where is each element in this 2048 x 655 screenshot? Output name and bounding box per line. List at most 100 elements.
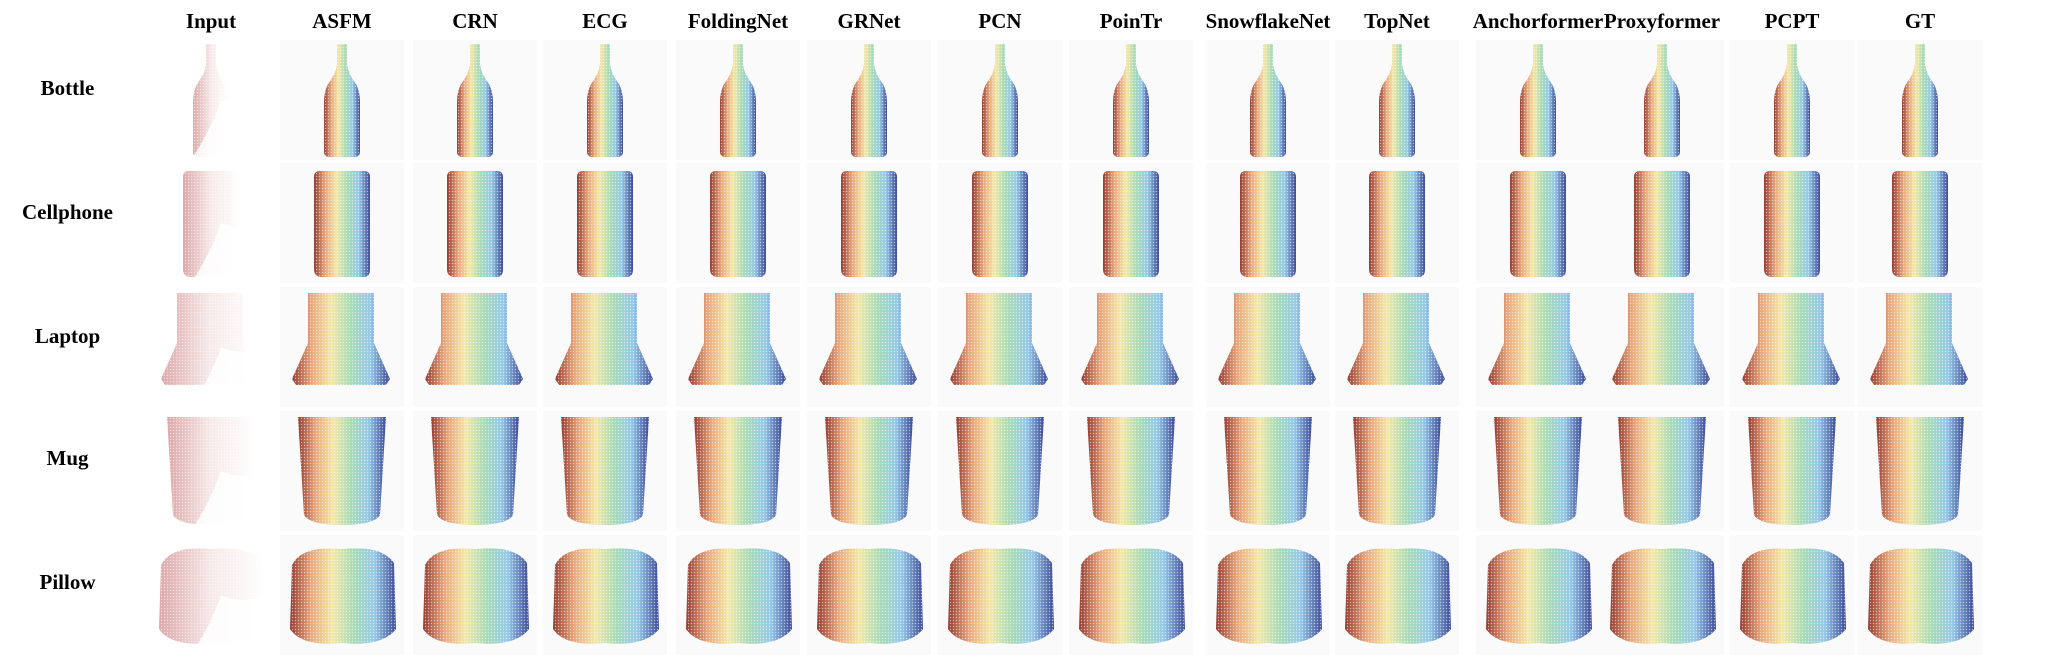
cellphone-shape: [1103, 171, 1159, 277]
result-cell: [676, 40, 800, 160]
result-cell: [1600, 40, 1724, 160]
mug-shape: [1353, 417, 1441, 525]
column-header: SnowflakeNet: [1205, 9, 1331, 33]
pillow-shape: [290, 548, 396, 644]
mug-shape: [1876, 417, 1964, 525]
cellphone-shape: [183, 171, 271, 283]
result-cell: [1476, 40, 1600, 160]
bottle-shape: [1520, 44, 1556, 157]
result-cell: [149, 411, 273, 531]
result-cell: [280, 287, 404, 407]
laptop-shape: [1742, 293, 1840, 385]
mug-shape: [561, 417, 649, 525]
laptop-shape: [1347, 293, 1445, 385]
pillow-shape: [1740, 548, 1846, 644]
result-cell: [1858, 287, 1982, 407]
result-cell: [1335, 411, 1459, 531]
result-cell: [1730, 40, 1854, 160]
result-cell: [413, 287, 537, 407]
result-cell: [807, 40, 931, 160]
cellphone-shape: [1369, 171, 1425, 277]
result-cell: [1730, 163, 1854, 283]
result-cell: [413, 163, 537, 283]
laptop-shape: [950, 293, 1048, 385]
pillow-shape: [1868, 548, 1974, 644]
result-cell: [1858, 40, 1982, 160]
column-header: TopNet: [1364, 9, 1430, 33]
result-cell: [280, 163, 404, 283]
bottle-shape: [1113, 44, 1149, 157]
column-header: PCN: [978, 9, 1022, 33]
pillow-shape: [1486, 548, 1592, 644]
result-cell: [1069, 40, 1193, 160]
result-cell: [1069, 287, 1193, 407]
bottle-shape: [1644, 44, 1680, 157]
column-header: GRNet: [837, 9, 901, 33]
result-cell: [1069, 535, 1193, 655]
bottle-shape: [191, 44, 271, 160]
result-cell: [1335, 163, 1459, 283]
result-cell: [543, 40, 667, 160]
result-cell: [543, 535, 667, 655]
result-cell: [1476, 163, 1600, 283]
result-cell: [1206, 411, 1330, 531]
result-cell: [413, 535, 537, 655]
mug-shape: [825, 417, 913, 525]
result-cell: [413, 40, 537, 160]
mug-shape: [956, 417, 1044, 525]
result-cell: [938, 163, 1062, 283]
column-header: Input: [185, 9, 237, 33]
result-cell: [1600, 411, 1724, 531]
result-cell: [413, 411, 537, 531]
result-cell: [807, 535, 931, 655]
bottle-shape: [324, 44, 360, 157]
column-header: GT: [1904, 9, 1936, 33]
result-cell: [1335, 40, 1459, 160]
result-cell: [676, 411, 800, 531]
result-cell: [1476, 411, 1600, 531]
result-cell: [1206, 535, 1330, 655]
pillow-shape: [1345, 548, 1451, 644]
cellphone-shape: [710, 171, 766, 277]
result-cell: [938, 287, 1062, 407]
laptop-shape: [1081, 293, 1179, 385]
mug-shape: [1087, 417, 1175, 525]
mug-shape: [1224, 417, 1312, 525]
laptop-shape: [1218, 293, 1316, 385]
cellphone-shape: [1764, 171, 1820, 277]
mug-shape: [1494, 417, 1582, 525]
result-cell: [280, 535, 404, 655]
mug-shape: [1618, 417, 1706, 525]
result-cell: [1476, 535, 1600, 655]
result-cell: [543, 163, 667, 283]
result-cell: [1476, 287, 1600, 407]
result-cell: [807, 411, 931, 531]
result-cell: [938, 411, 1062, 531]
pillow-shape: [423, 548, 529, 644]
pillow-shape: [1216, 548, 1322, 644]
row-header: Mug: [46, 446, 89, 470]
row-header: Cellphone: [21, 200, 113, 224]
result-cell: [280, 411, 404, 531]
cellphone-shape: [972, 171, 1028, 277]
column-header: PoinTr: [1099, 9, 1163, 33]
result-cell: [543, 287, 667, 407]
row-header: Laptop: [34, 324, 101, 348]
mug-shape: [431, 417, 519, 525]
pillow-shape: [817, 548, 923, 644]
pillow-shape: [1610, 548, 1716, 644]
row-header: Bottle: [40, 76, 95, 100]
result-cell: [543, 411, 667, 531]
column-header: FoldingNet: [687, 9, 789, 33]
bottle-shape: [1379, 44, 1415, 157]
bottle-shape: [587, 44, 623, 157]
cellphone-shape: [1510, 171, 1566, 277]
column-header: CRN: [452, 9, 498, 33]
cellphone-shape: [1634, 171, 1690, 277]
result-cell: [1335, 287, 1459, 407]
laptop-shape: [292, 293, 390, 385]
cellphone-shape: [447, 171, 503, 277]
column-header: Proxyformer: [1603, 9, 1721, 33]
result-cell: [1858, 535, 1982, 655]
result-cell: [1069, 411, 1193, 531]
